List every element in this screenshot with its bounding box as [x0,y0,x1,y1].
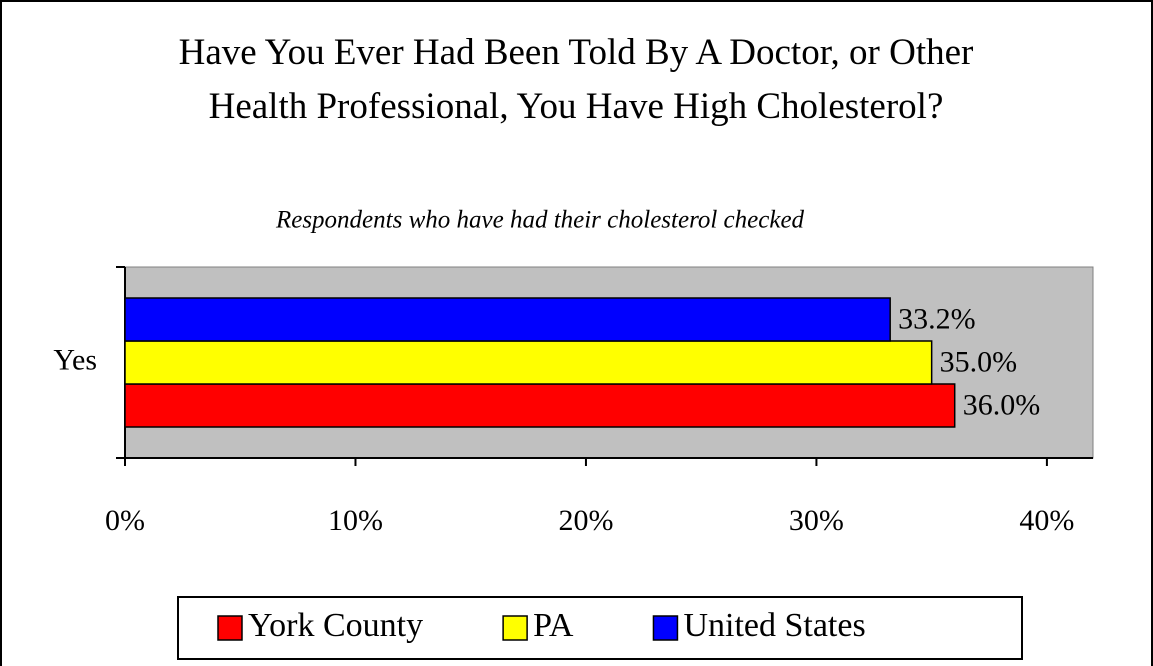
legend-label: York County [248,607,423,644]
bar [124,383,956,428]
x-tick-label: 40% [1019,504,1074,537]
bar [124,340,933,385]
legend-box [177,596,1023,660]
y-tick-label: Yes [53,343,97,376]
legend-swatch [502,615,528,641]
x-tick-label: 30% [789,504,844,537]
legend-label: PA [533,607,574,644]
data-label: 33.2% [898,302,976,335]
legend-swatch [217,615,243,641]
data-label: 35.0% [940,345,1018,378]
bar [124,297,891,342]
x-tick-label: 20% [558,504,613,537]
chart-title: Have You Ever Had Been Told By A Doctor,… [178,32,974,127]
x-tick-label: 10% [328,504,383,537]
x-tick-label: 0% [105,504,145,537]
chart-subtitle: Respondents who have had their cholester… [275,207,805,234]
legend-label: United States [683,607,865,644]
data-label: 36.0% [963,388,1041,421]
legend-swatch [652,615,679,641]
